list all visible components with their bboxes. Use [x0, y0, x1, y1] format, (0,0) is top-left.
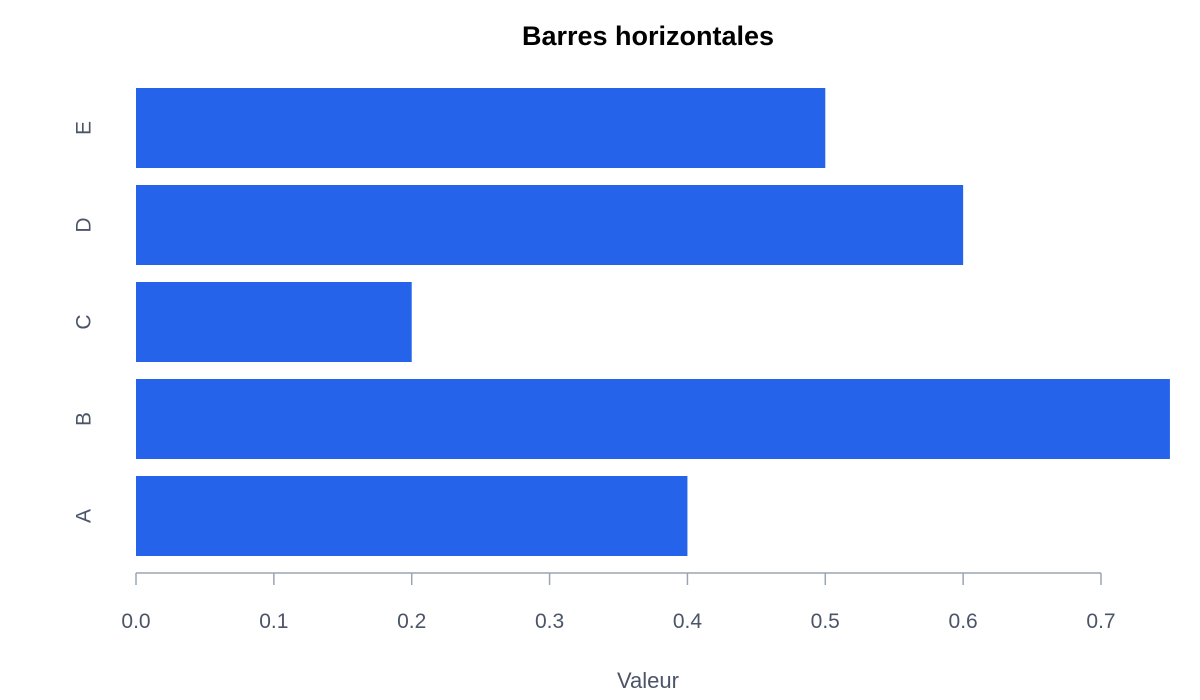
- x-axis-ticks: 0.0 0.1 0.2 0.3 0.4 0.5 0.6 0.7: [121, 573, 1116, 633]
- bar-e: [136, 88, 826, 168]
- x-tick-label-2: 0.2: [397, 610, 426, 633]
- x-tick-label-3: 0.3: [535, 610, 564, 633]
- y-tick-label-c: C: [73, 314, 96, 329]
- y-tick-label-e: E: [73, 121, 96, 135]
- y-tick-label-b: B: [73, 412, 96, 426]
- x-tick-label-1: 0.1: [259, 610, 288, 633]
- x-tick-label-0: 0.0: [121, 610, 150, 633]
- x-tick-label-7: 0.7: [1086, 610, 1115, 633]
- bar-c: [136, 282, 412, 362]
- bar-d: [136, 185, 964, 265]
- bars-layer: [136, 88, 1170, 556]
- y-axis-tick-labels: A B C D E: [73, 121, 96, 523]
- x-tick-label-4: 0.4: [673, 610, 703, 633]
- y-tick-label-d: D: [73, 217, 96, 232]
- bar-a: [136, 476, 688, 556]
- y-tick-label-a: A: [73, 509, 96, 523]
- x-axis-title: Valeur: [617, 668, 679, 693]
- bar-b: [136, 379, 1170, 459]
- x-tick-label-6: 0.6: [949, 610, 978, 633]
- chart-title: Barres horizontales: [522, 21, 774, 51]
- x-tick-label-5: 0.5: [811, 610, 840, 633]
